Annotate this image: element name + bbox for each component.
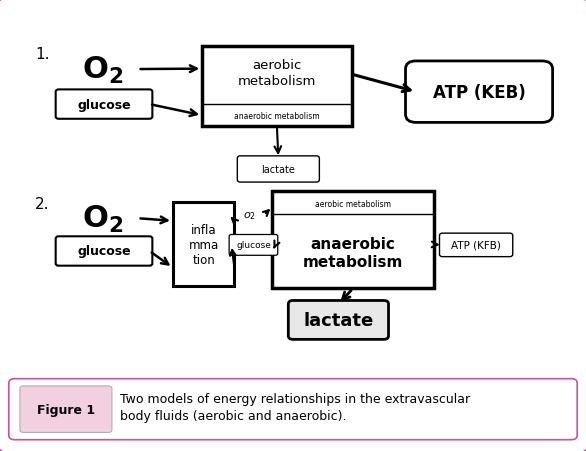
- Text: ATP (KEB): ATP (KEB): [432, 83, 526, 101]
- Text: aerobic
metabolism: aerobic metabolism: [238, 59, 316, 88]
- FancyBboxPatch shape: [406, 62, 553, 123]
- FancyBboxPatch shape: [229, 235, 278, 256]
- Text: anaerobic
metabolism: anaerobic metabolism: [303, 237, 403, 269]
- Text: $o_2$: $o_2$: [243, 210, 255, 221]
- Text: Two models of energy relationships in the extravascular
body fluids (aerobic and: Two models of energy relationships in th…: [120, 392, 470, 422]
- FancyBboxPatch shape: [288, 301, 389, 340]
- Text: anaerobic metabolism: anaerobic metabolism: [234, 111, 320, 120]
- Text: infla
mma
tion: infla mma tion: [189, 223, 219, 266]
- FancyBboxPatch shape: [56, 90, 152, 120]
- Text: $\mathbf{O_2}$: $\mathbf{O_2}$: [82, 55, 124, 85]
- FancyBboxPatch shape: [9, 379, 577, 440]
- FancyBboxPatch shape: [173, 203, 234, 286]
- Text: 2.: 2.: [35, 196, 50, 211]
- Text: 1.: 1.: [35, 47, 50, 62]
- FancyBboxPatch shape: [272, 192, 434, 289]
- FancyBboxPatch shape: [20, 386, 112, 433]
- Text: glucose: glucose: [77, 245, 131, 258]
- FancyBboxPatch shape: [237, 156, 319, 183]
- Text: Figure 1: Figure 1: [37, 403, 95, 416]
- Text: $\mathbf{O_2}$: $\mathbf{O_2}$: [82, 203, 124, 234]
- FancyBboxPatch shape: [202, 47, 352, 126]
- Text: glucose: glucose: [236, 241, 271, 250]
- Text: ATP (KFB): ATP (KFB): [451, 240, 501, 250]
- Text: lactate: lactate: [261, 165, 295, 175]
- Text: lactate: lactate: [304, 311, 373, 329]
- FancyBboxPatch shape: [56, 237, 152, 266]
- Text: glucose: glucose: [77, 98, 131, 111]
- FancyBboxPatch shape: [440, 234, 513, 257]
- Text: aerobic metabolism: aerobic metabolism: [315, 199, 391, 208]
